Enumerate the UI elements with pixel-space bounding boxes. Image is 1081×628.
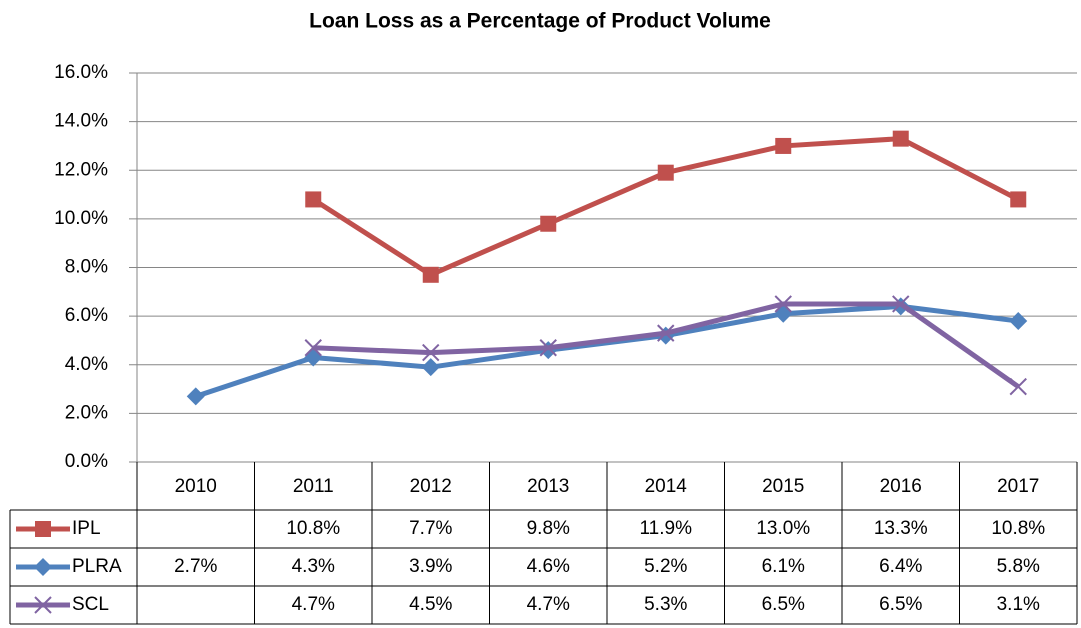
point-marker [892, 130, 909, 147]
point-marker [775, 137, 792, 154]
y-tick-label: 12.0% [54, 159, 108, 180]
table-value: 4.7% [527, 594, 570, 615]
table-value: 5.3% [644, 594, 687, 615]
point-marker [540, 215, 557, 232]
table-value: 10.8% [991, 518, 1045, 539]
point-marker [1009, 311, 1028, 330]
table-value: 7.7% [409, 518, 452, 539]
point-marker [657, 164, 674, 181]
legend-label: IPL [72, 518, 101, 539]
table-value: 13.3% [874, 518, 928, 539]
point-marker [421, 358, 440, 377]
point-marker [422, 266, 439, 283]
y-tick-label: 6.0% [65, 305, 108, 326]
x-tick-label: 2017 [997, 476, 1039, 497]
table-value: 10.8% [286, 518, 340, 539]
point-marker [892, 295, 910, 313]
point-marker [1010, 191, 1027, 208]
point-marker [1009, 377, 1027, 396]
y-tick-label: 4.0% [65, 354, 108, 375]
table-value: 4.5% [409, 594, 452, 615]
table-value: 11.9% [640, 518, 693, 539]
table-value: 6.4% [879, 556, 922, 577]
legend-label: PLRA [72, 556, 122, 577]
legend-marker [34, 596, 52, 614]
legend-marker [35, 521, 51, 537]
y-tick-label: 14.0% [54, 111, 108, 132]
table-value: 6.1% [762, 556, 805, 577]
table-value: 4.6% [527, 556, 570, 577]
x-tick-label: 2013 [527, 476, 569, 497]
table-value: 6.5% [762, 594, 805, 615]
y-tick-label: 2.0% [65, 402, 108, 423]
table-value: 5.2% [644, 556, 687, 577]
legend-label: SCL [72, 594, 109, 615]
point-marker [422, 343, 440, 362]
point-marker [774, 295, 792, 313]
x-tick-label: 2015 [762, 476, 804, 497]
y-tick-label: 8.0% [65, 257, 108, 278]
x-tick-label: 2012 [410, 476, 452, 497]
table-value: 2.7% [174, 556, 217, 577]
x-tick-label: 2016 [880, 476, 922, 497]
table-value: 9.8% [527, 518, 570, 539]
point-marker [657, 324, 675, 342]
table-value: 4.7% [292, 594, 335, 615]
table-value: 5.8% [997, 556, 1040, 577]
table-value: 4.3% [292, 556, 335, 577]
point-marker [539, 339, 557, 357]
point-marker [186, 387, 205, 406]
legend-marker [34, 558, 52, 576]
y-tick-label: 10.0% [54, 208, 108, 229]
point-marker [304, 339, 322, 357]
y-tick-label: 0.0% [65, 451, 108, 472]
table-value: 6.5% [879, 594, 922, 615]
table-value: 3.1% [997, 594, 1040, 615]
x-tick-label: 2010 [175, 476, 217, 497]
chart-title: Loan Loss as a Percentage of Product Vol… [309, 10, 771, 33]
table-value: 13.0% [756, 518, 810, 539]
x-tick-label: 2014 [645, 476, 688, 497]
x-tick-label: 2011 [293, 476, 334, 497]
table-value: 3.9% [409, 556, 452, 577]
point-marker [305, 191, 322, 208]
y-tick-label: 16.0% [54, 62, 108, 83]
